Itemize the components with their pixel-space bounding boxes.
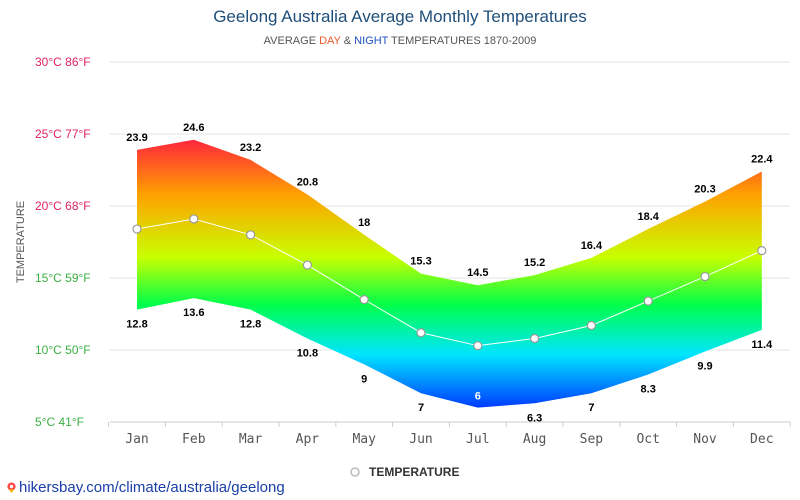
x-tick-label: Apr [296,432,320,447]
mean-point[interactable] [757,246,767,256]
mean-point[interactable] [416,328,426,338]
y-tick-label: 30°C 86°F [35,55,91,69]
source-link-text: hikersbay.com/climate/australia/geelong [19,479,285,496]
mean-point[interactable] [302,260,312,270]
night-value-label: 7 [418,402,424,414]
night-value-label: 12.8 [126,319,147,331]
mean-point[interactable] [529,333,540,344]
day-value-label: 22.4 [751,153,773,165]
night-value-label: 9 [361,373,367,385]
chart-subtitle: AVERAGE DAY & NIGHT TEMPERATURES 1870-20… [0,35,800,47]
day-value-label: 24.6 [183,122,204,134]
y-tick-label: 15°C 59°F [35,271,91,285]
y-tick-label: 20°C 68°F [35,199,91,213]
x-tick-label: Jun [409,432,432,447]
x-axis: Jan Feb Mar Apr May Jun Jul Aug Sep Oct Nov Dec [108,422,791,447]
x-tick-label: Feb [182,432,206,447]
legend-marker [350,467,360,477]
subtitle-day: DAY [319,35,341,47]
night-value-label: 12.8 [240,319,261,331]
mean-point[interactable] [586,320,597,331]
mean-point[interactable] [359,295,369,305]
subtitle-suffix: TEMPERATURES 1870-2009 [388,35,537,47]
chart-title: Geelong Australia Average Monthly Temper… [213,7,587,26]
day-value-label: 15.2 [524,257,545,269]
day-value-label: 18 [358,217,370,229]
mean-temperature-points [132,214,767,351]
x-tick-label: Nov [693,432,717,447]
source-link[interactable]: hikersbay.com/climate/australia/geelong [6,479,285,496]
day-value-label: 18.4 [637,211,659,223]
x-tick-label: Jul [466,432,489,447]
legend-label: TEMPERATURE [369,465,459,479]
mean-point[interactable] [473,341,483,351]
mean-point[interactable] [189,214,199,224]
night-value-label: 6 [475,391,481,403]
night-value-label: 9.9 [697,360,712,372]
night-value-label: 7 [588,402,594,414]
legend[interactable]: TEMPERATURE [350,465,459,479]
x-tick-label: Dec [750,432,773,447]
x-tick-label: May [352,432,376,447]
x-tick-label: Mar [239,432,263,447]
y-tick-label: 10°C 50°F [35,343,91,357]
temperature-band [137,139,762,408]
y-tick-label: 5°C 41°F [35,415,84,429]
night-value-label: 11.4 [751,339,773,351]
y-axis-label: TEMPERATURE [15,201,27,283]
mean-point[interactable] [643,296,653,306]
night-value-label: 6.3 [527,412,542,424]
map-pin-icon [7,482,16,493]
x-tick-label: Aug [523,432,546,447]
x-tick-label: Jan [125,432,148,447]
night-value-label: 10.8 [297,347,318,359]
day-value-label: 16.4 [581,240,603,252]
night-value-label: 13.6 [183,307,204,319]
y-axis-ticks: 30°C 86°F 25°C 77°F 20°C 68°F 15°C 59°F 10°C… [35,55,91,429]
day-value-label: 23.9 [126,132,147,144]
subtitle-amp: & [340,35,355,47]
day-value-label: 20.8 [297,176,318,188]
mean-point[interactable] [246,230,256,240]
night-value-label: 8.3 [641,383,656,395]
day-value-label: 23.2 [240,142,261,154]
subtitle-night: NIGHT [354,35,389,47]
mean-temperature-line [136,218,763,347]
y-tick-label: 25°C 77°F [35,127,91,141]
day-value-label: 20.3 [694,184,715,196]
x-tick-label: Oct [636,432,659,447]
subtitle-prefix: AVERAGE [263,35,320,47]
night-value-labels: 12.8 13.6 12.8 10.8 9 7 6 6.3 7 8.3 9.9 11.4 [126,307,773,424]
day-value-label: 15.3 [410,256,431,268]
mean-point[interactable] [700,271,710,282]
day-value-label: 14.5 [467,267,488,279]
mean-point[interactable] [132,224,142,234]
day-value-labels: 23.9 24.6 23.2 20.8 18 15.3 14.5 15.2 16.4 18.4 20… [126,122,773,279]
x-tick-label: Sep [580,432,604,447]
